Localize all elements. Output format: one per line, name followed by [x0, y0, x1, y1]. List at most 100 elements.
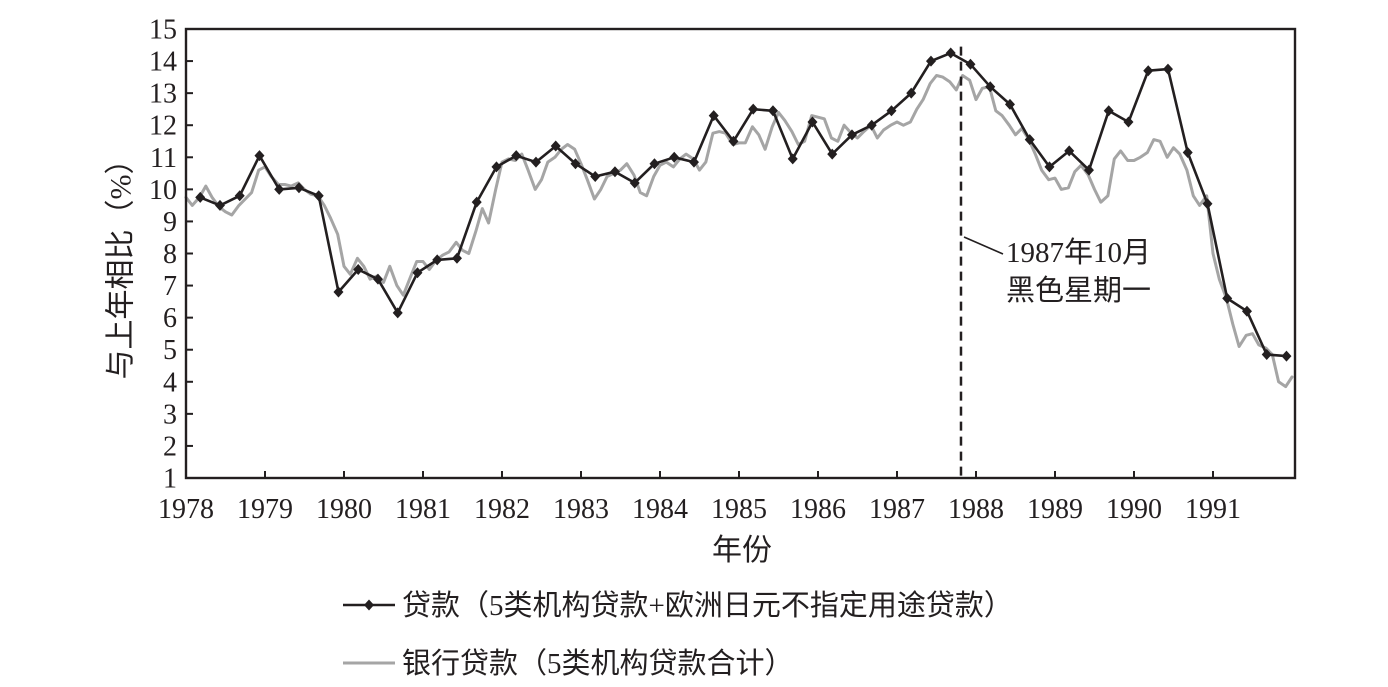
data-point-marker — [728, 135, 739, 147]
x-tick-label: 1987 — [869, 494, 925, 525]
legend-item-2: 银行贷款（5类机构贷款合计） — [343, 647, 794, 680]
data-point-marker — [1261, 349, 1272, 361]
data-point-marker — [807, 116, 818, 128]
data-point-marker — [965, 58, 976, 70]
data-point-marker — [1103, 105, 1114, 117]
y-tick-label: 11 — [150, 143, 177, 174]
black-monday-annotation: 1987年10月 黑色星期一 — [959, 46, 1151, 478]
series-2 — [184, 74, 1294, 389]
y-tick-label: 8 — [163, 239, 177, 270]
x-tick-label: 1985 — [711, 494, 767, 525]
data-point-marker — [1044, 161, 1055, 173]
data-point-marker — [372, 273, 383, 285]
data-point-marker — [471, 196, 482, 208]
series-1 — [195, 47, 1292, 362]
data-point-marker — [254, 150, 265, 162]
data-point-marker — [1162, 63, 1173, 75]
data-point-marker — [748, 103, 759, 115]
data-point-marker — [1281, 350, 1292, 362]
data-point-marker — [1083, 164, 1094, 176]
data-point-marker — [629, 177, 640, 189]
data-point-marker — [1182, 146, 1193, 158]
plot-frame — [184, 27, 1297, 480]
data-point-marker — [827, 148, 838, 160]
data-point-marker — [274, 183, 285, 195]
x-tick-label: 1980 — [316, 494, 372, 525]
legend-label: 银行贷款（5类机构贷款合计） — [402, 647, 794, 680]
data-point-marker — [313, 190, 324, 202]
data-point-marker — [1222, 292, 1233, 304]
data-point-marker — [866, 119, 877, 131]
data-point-marker — [511, 150, 522, 162]
data-point-marker — [767, 105, 778, 117]
data-point-marker — [451, 252, 462, 264]
data-point-marker — [491, 161, 502, 173]
x-tick-label: 1986 — [790, 494, 846, 525]
y-tick-label: 5 — [163, 335, 177, 366]
data-point-marker — [925, 55, 936, 67]
data-point-marker — [530, 156, 541, 168]
annotation-line-1: 1987年10月 — [1006, 236, 1151, 269]
x-tick-label: 1991 — [1185, 494, 1241, 525]
data-point-marker — [1123, 116, 1134, 128]
y-tick-label: 2 — [163, 431, 177, 462]
legend-diamond-marker — [364, 599, 374, 611]
data-point-marker — [1241, 305, 1252, 317]
x-tick-label: 1989 — [1027, 494, 1083, 525]
data-point-marker — [353, 264, 364, 276]
y-tick-label: 15 — [149, 15, 177, 46]
series-line-2 — [184, 74, 1294, 389]
y-axis-title: 与上年相比（%） — [105, 145, 138, 380]
data-point-marker — [708, 110, 719, 122]
legend: 贷款（5类机构贷款+欧洲日元不指定用途贷款） 银行贷款（5类机构贷款合计） — [343, 589, 1013, 680]
data-point-marker — [432, 254, 443, 266]
x-tick-label: 1981 — [395, 494, 451, 525]
data-point-marker — [985, 81, 996, 93]
data-point-marker — [609, 166, 620, 178]
x-tick-label: 1988 — [948, 494, 1004, 525]
series-layer — [184, 47, 1294, 389]
data-point-marker — [550, 140, 561, 152]
y-tick-label: 12 — [149, 111, 177, 142]
data-point-marker — [392, 307, 403, 319]
data-point-marker — [214, 199, 225, 211]
data-point-marker — [333, 286, 344, 298]
annotation-leader-line — [963, 236, 1004, 255]
data-point-marker — [1064, 145, 1075, 157]
data-point-marker — [590, 171, 601, 183]
data-point-marker — [1024, 134, 1035, 146]
x-tick-label: 1979 — [237, 494, 293, 525]
data-point-marker — [1202, 198, 1213, 210]
y-tick-label: 10 — [149, 175, 177, 206]
x-tick-label: 1982 — [474, 494, 530, 525]
x-tick-label: 1984 — [632, 494, 688, 525]
data-point-marker — [412, 267, 423, 279]
data-point-marker — [945, 47, 956, 59]
y-tick-label: 3 — [163, 399, 177, 430]
y-tick-label: 9 — [163, 207, 177, 238]
data-point-marker — [293, 182, 304, 194]
data-point-marker — [906, 87, 917, 99]
legend-label: 贷款（5类机构贷款+欧洲日元不指定用途贷款） — [402, 589, 1013, 622]
y-tick-label: 6 — [163, 303, 177, 334]
annotation-line-2: 黑色星期一 — [1006, 274, 1151, 307]
data-point-marker — [787, 153, 798, 165]
data-point-marker — [234, 190, 245, 202]
y-tick-label: 14 — [149, 47, 177, 78]
data-point-marker — [886, 105, 897, 117]
data-point-marker — [846, 129, 857, 141]
data-point-marker — [688, 156, 699, 168]
data-point-marker — [669, 151, 680, 163]
series-line-1 — [198, 51, 1288, 358]
y-tick-label: 1 — [163, 464, 177, 495]
data-point-marker — [570, 158, 581, 170]
y-tick-label: 13 — [149, 79, 177, 110]
data-point-marker — [1004, 98, 1015, 110]
x-axis-title: 年份 — [712, 534, 772, 567]
x-tick-label: 1990 — [1106, 494, 1162, 525]
data-point-marker — [649, 158, 660, 170]
y-tick-label: 4 — [163, 367, 177, 398]
